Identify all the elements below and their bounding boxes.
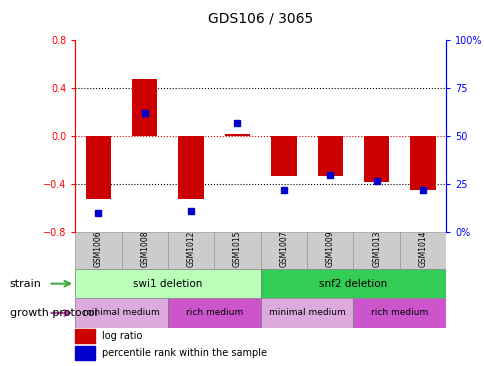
Text: GSM1015: GSM1015: [232, 231, 242, 267]
Text: GSM1007: GSM1007: [279, 231, 288, 267]
Bar: [224, 134, 250, 136]
Bar: [317, 136, 342, 176]
Text: GSM1008: GSM1008: [140, 231, 149, 267]
Text: strain: strain: [10, 279, 42, 289]
Text: minimal medium: minimal medium: [83, 309, 160, 317]
Bar: [260, 298, 353, 328]
Text: minimal medium: minimal medium: [268, 309, 345, 317]
Text: rich medium: rich medium: [185, 309, 242, 317]
Bar: [75, 329, 94, 343]
Bar: [353, 298, 445, 328]
Bar: [121, 232, 167, 269]
Text: log ratio: log ratio: [102, 331, 142, 341]
Bar: [271, 136, 296, 176]
Text: GSM1012: GSM1012: [186, 231, 195, 267]
Text: snf2 deletion: snf2 deletion: [318, 279, 387, 289]
Bar: [399, 232, 445, 269]
Bar: [409, 136, 435, 190]
Text: GSM1009: GSM1009: [325, 231, 334, 267]
Text: GSM1006: GSM1006: [94, 231, 103, 267]
Bar: [167, 298, 260, 328]
Bar: [260, 232, 306, 269]
Text: GDS106 / 3065: GDS106 / 3065: [208, 12, 313, 26]
Bar: [132, 79, 157, 136]
Bar: [75, 232, 121, 269]
Text: growth protocol: growth protocol: [10, 308, 97, 318]
Bar: [306, 232, 353, 269]
Bar: [86, 136, 111, 199]
Text: GSM1014: GSM1014: [418, 231, 426, 267]
Bar: [178, 136, 203, 199]
Bar: [75, 346, 94, 360]
Bar: [167, 232, 214, 269]
Bar: [363, 136, 389, 182]
Bar: [214, 232, 260, 269]
Bar: [260, 269, 445, 298]
Text: percentile rank within the sample: percentile rank within the sample: [102, 348, 266, 358]
Bar: [75, 269, 260, 298]
Text: GSM1013: GSM1013: [371, 231, 380, 267]
Bar: [353, 232, 399, 269]
Text: rich medium: rich medium: [370, 309, 427, 317]
Text: swi1 deletion: swi1 deletion: [133, 279, 202, 289]
Bar: [75, 298, 167, 328]
